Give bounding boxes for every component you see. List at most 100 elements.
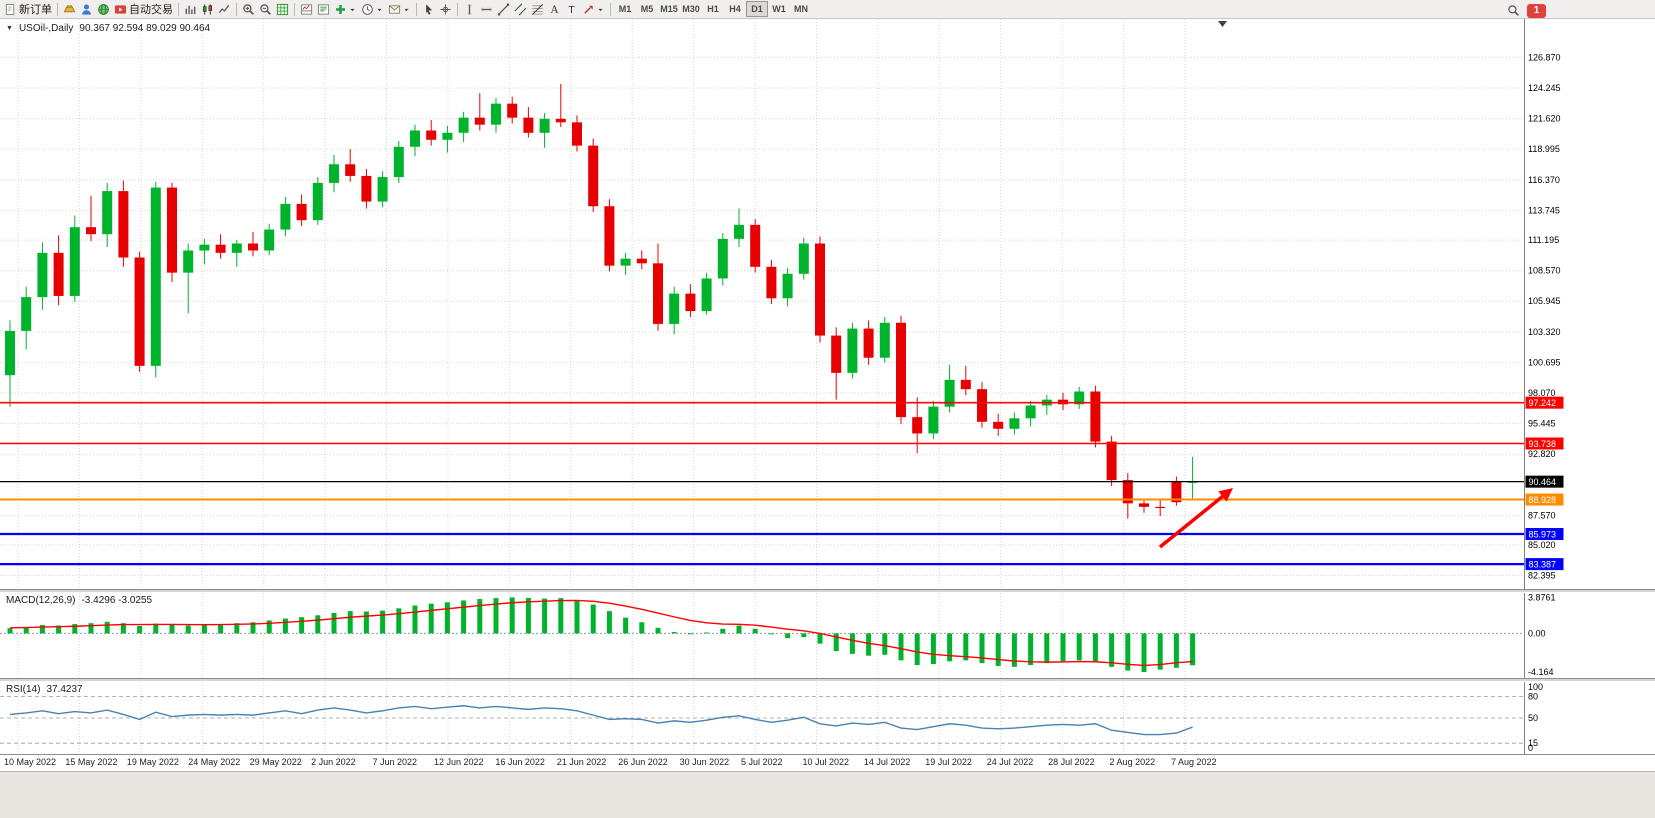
chart-background (0, 19, 1655, 771)
timeframe-d1-button-label: D1 (751, 4, 763, 14)
add-indicator-button[interactable] (332, 1, 359, 18)
date-label: 12 Jun 2022 (433, 757, 484, 767)
price-axis-label: 126.870 (1528, 52, 1561, 62)
zoom-out-button[interactable] (257, 1, 274, 18)
macd-histogram-bar (282, 618, 288, 634)
timeframe-d1-button[interactable]: D1 (746, 1, 768, 17)
auto-trading-button[interactable]: 自动交易 (112, 1, 175, 18)
new-order-button[interactable]: 新订单 (2, 1, 54, 18)
periods-button[interactable] (359, 1, 386, 18)
vertical-line-button[interactable] (461, 1, 478, 18)
price-axis[interactable]: 126.870 124.245 121.620 118.995 116.370 113.7… (1524, 19, 1564, 754)
timeframe-m15-button-label: M15 (660, 4, 678, 14)
macd-histogram-bar (720, 628, 726, 634)
timeframe-h1-button[interactable]: H1 (702, 1, 724, 17)
notification-badge[interactable]: 1 (1527, 3, 1546, 18)
candle-body (410, 130, 420, 147)
macd-histogram-bar (1190, 633, 1196, 666)
price-badge-label: 83.387 (1529, 560, 1557, 570)
templates-button[interactable] (386, 1, 413, 18)
market-depth-button[interactable] (61, 1, 78, 18)
text-label-button[interactable]: T (563, 1, 580, 18)
zoom-in-button[interactable] (240, 1, 257, 18)
date-label: 10 Jul 2022 (802, 757, 849, 767)
arrows-button[interactable] (580, 1, 607, 18)
panel-separator[interactable] (0, 589, 1655, 593)
rsi-axis-label: 15 (1528, 738, 1538, 748)
candle-body (458, 117, 469, 133)
cursor-button[interactable] (420, 1, 437, 18)
timeframe-w1-button[interactable]: W1 (768, 1, 790, 17)
toolbar-separator (178, 2, 179, 16)
candle-body (1106, 441, 1117, 481)
macd-histogram-bar (752, 628, 758, 634)
macd-histogram-bar (104, 621, 110, 634)
community-button[interactable] (95, 1, 112, 18)
macd-histogram-bar (785, 633, 791, 639)
macd-histogram-bar (801, 633, 807, 638)
timeframe-h4-button-label: H4 (729, 4, 741, 14)
panel-separator[interactable] (0, 678, 1655, 682)
equidistant-channel-button[interactable] (512, 1, 529, 18)
macd-histogram-bar (1076, 633, 1082, 661)
toolbar-separator (236, 2, 237, 16)
fibonacci-retracement-button[interactable] (529, 1, 546, 18)
candlestick-chart-button[interactable] (199, 1, 216, 18)
timeframe-mn-button[interactable]: MN (790, 1, 812, 17)
macd-histogram-bar (1044, 633, 1050, 664)
date-label: 29 May 2022 (249, 757, 302, 767)
macd-histogram-bar (234, 623, 240, 634)
macd-histogram-bar (396, 608, 402, 634)
main-price-panel[interactable] (5, 83, 1198, 519)
horizontal-line-button[interactable] (478, 1, 495, 18)
macd-signal-line (9, 599, 1193, 667)
price-axis-label: 121.620 (1528, 114, 1561, 124)
timeframe-m5-button[interactable]: M5 (636, 1, 658, 17)
trendline-button[interactable] (495, 1, 512, 18)
search-button[interactable] (1505, 2, 1522, 19)
macd-histogram-bar (866, 633, 872, 656)
macd-histogram-bar (687, 633, 693, 635)
candle-body (5, 330, 15, 376)
one-click-trading-toggle[interactable]: ▼ (6, 25, 13, 32)
macd-histogram-bar (493, 598, 499, 634)
timeframe-m1-button[interactable]: M1 (614, 1, 636, 17)
price-axis-label: 113.745 (1528, 205, 1560, 215)
crosshair-button[interactable] (437, 1, 454, 18)
tile-windows-button[interactable] (274, 1, 291, 18)
text-button[interactable]: A (546, 1, 563, 18)
date-label: 21 Jun 2022 (556, 757, 607, 767)
bar-chart-button[interactable] (182, 1, 199, 18)
accounts-button[interactable] (78, 1, 95, 18)
candle-body (134, 257, 145, 366)
macd-header: MACD(12,26,9) -3.4296 -3.0255 (6, 595, 152, 606)
macd-histogram-bar (380, 610, 386, 634)
timeframe-m15-button[interactable]: M15 (658, 1, 680, 17)
chart-shift-marker[interactable] (1218, 21, 1227, 27)
timeframe-m30-button[interactable]: M30 (680, 1, 702, 17)
macd-histogram-bar (1092, 633, 1098, 663)
price-axis-label: 124.245 (1528, 83, 1561, 93)
price-axis-label: 95.445 (1528, 419, 1556, 429)
macd-histogram-bar (88, 623, 94, 634)
macd-histogram-bar (347, 611, 353, 634)
candle-body (150, 187, 161, 366)
date-axis[interactable]: 10 May 2022 15 May 2022 19 May 2022 24 May … (0, 757, 1655, 771)
macd-histogram-bar (930, 633, 936, 665)
profiles-button[interactable] (315, 1, 332, 18)
indwin-icon (300, 3, 313, 16)
trend-arrow[interactable] (1158, 488, 1233, 549)
macd-histogram-bar (266, 620, 272, 634)
plus-icon (334, 3, 347, 16)
macd-histogram-bar (412, 605, 418, 634)
macd-panel[interactable]: 3.8761 0.00 -4.164 (0, 592, 1556, 677)
new-chart-button[interactable] (298, 1, 315, 18)
ohlc-values: 90.367 92.594 89.029 90.464 (79, 23, 211, 34)
line-chart-button[interactable] (216, 1, 233, 18)
timeframe-h4-button[interactable]: H4 (724, 1, 746, 17)
macd-histogram-bar (250, 622, 256, 634)
macd-histogram-bar (1109, 633, 1115, 667)
macd-histogram-bar (461, 600, 467, 634)
